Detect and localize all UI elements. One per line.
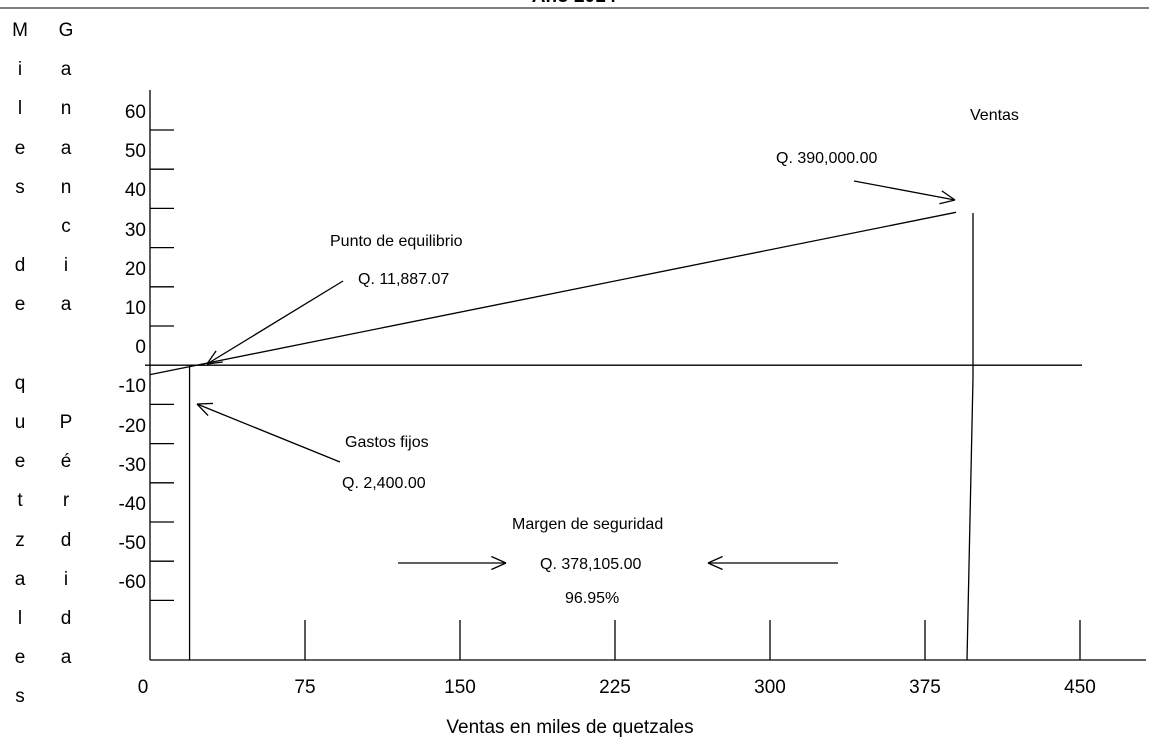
annotation-ventas-label: Ventas (970, 107, 1019, 124)
y-tick-label: 20 (124, 258, 146, 280)
y-tick-label: 10 (124, 298, 146, 319)
axis-label-char: e (14, 647, 26, 669)
y-tick-label: 40 (124, 180, 146, 202)
arrow-gastos-head (196, 403, 209, 416)
annotation-margen-value: Q. 378,105.00 (540, 556, 642, 573)
arrow-margen-left-head (491, 562, 507, 571)
annotation-gastos-value: Q. 2,400.00 (342, 475, 426, 492)
axis-label-char: é (60, 451, 72, 473)
y-tick-label: 0 (135, 337, 146, 359)
axis-label-char: a (60, 294, 72, 316)
y-tick-label: 50 (124, 141, 146, 163)
arrow-punto-head (206, 350, 217, 365)
arrow-punto (206, 280, 344, 365)
axis-label-char: d (60, 529, 72, 551)
chart-title: Año 2014 (474, 0, 674, 8)
axis-label-char: t (17, 490, 23, 512)
y-tick-label: 30 (124, 219, 146, 241)
axis-label-char: l (17, 608, 23, 629)
x-tick-label: 150 (444, 677, 476, 698)
x-tick-label: 0 (137, 677, 149, 698)
y-tick-label: -30 (118, 454, 146, 476)
axis-label-char: i (17, 59, 23, 81)
axis-label-char: e (14, 451, 26, 473)
axis-label-char: a (60, 647, 72, 669)
axis-label-char: c (61, 216, 71, 237)
x-axis-label: Ventas en miles de quetzales (446, 717, 694, 738)
annotation-ventas-value: Q. 390,000.00 (776, 150, 878, 167)
axis-label-char: G (58, 20, 74, 41)
y-tick-label: -20 (118, 415, 146, 437)
axis-label-char: i (63, 568, 69, 590)
axis-label-char: a (60, 59, 72, 81)
annotation-margen-percent: 96.95% (565, 590, 620, 607)
arrow-punto-head (206, 361, 223, 365)
axis-label-char: q (14, 372, 26, 394)
y-tick-label: -50 (118, 533, 146, 555)
axis-label-char: a (14, 568, 26, 590)
arrow-ventas-head (941, 190, 956, 201)
axis-label-char: n (60, 176, 72, 198)
arrow-margen-right-head (707, 562, 723, 571)
axes (145, 90, 1146, 661)
y-tick-label: -40 (118, 494, 146, 515)
axis-label-char: u (14, 412, 26, 433)
axis-label-char: r (62, 490, 70, 512)
axis-label-char: s (15, 176, 25, 198)
axis-label-char: d (14, 255, 26, 277)
arrow-margen-left-head (491, 555, 507, 564)
y-tick-label: 60 (124, 102, 146, 123)
axis-label-char: n (60, 98, 72, 120)
axis-label-char: z (15, 529, 25, 551)
arrow-ventas-head (939, 199, 956, 205)
axis-label-char: i (63, 255, 69, 277)
arrow-margen-right-head (707, 555, 723, 564)
y-tick-label: -60 (118, 572, 146, 594)
x-tick-label: 75 (294, 677, 316, 698)
axis-label-char: d (60, 608, 72, 629)
chart-marks (149, 180, 974, 661)
axis-label-char: e (14, 137, 26, 159)
y-tick-label: -10 (118, 376, 146, 398)
annotation-margen-label: Margen de seguridad (512, 516, 664, 533)
annotation-punto-value: Q. 11,887.07 (358, 271, 450, 288)
axis-label-char: P (59, 412, 73, 433)
axis-label-char: e (14, 294, 26, 316)
axis-label-char: a (60, 137, 72, 159)
arrow-gastos (196, 403, 341, 463)
x-tick-label: 450 (1064, 677, 1096, 698)
arrow-ventas (853, 180, 956, 201)
annotation-punto-label: Punto de equilibrio (330, 233, 463, 250)
axis-label-char: M (12, 20, 28, 41)
annotation-gastos-label: Gastos fijos (345, 434, 429, 451)
x-tick-label: 225 (599, 677, 631, 698)
arrow-gastos-head (196, 402, 214, 405)
axis-label-char: s (15, 686, 25, 708)
sales-line (149, 211, 957, 376)
sales-vertical-lower (966, 377, 974, 661)
axis-label-char: l (17, 98, 23, 120)
x-tick-label: 300 (754, 677, 786, 698)
x-tick-label: 375 (909, 677, 941, 698)
